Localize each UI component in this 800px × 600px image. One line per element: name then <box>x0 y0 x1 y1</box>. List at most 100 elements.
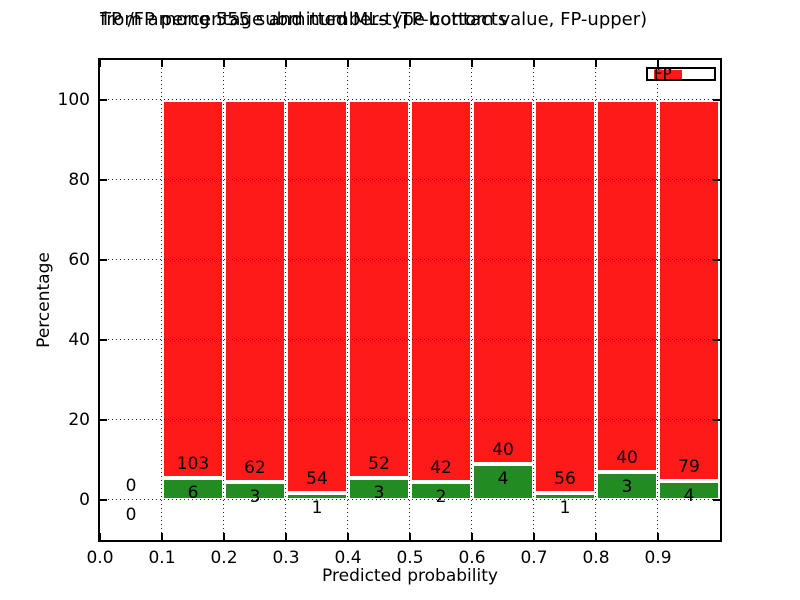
fp-bar <box>348 100 410 479</box>
v-gridline <box>223 60 224 540</box>
fp-count-label: 79 <box>678 456 700 477</box>
v-gridline <box>595 60 596 540</box>
x-tick-top <box>347 60 349 67</box>
tp-count-label: 0 <box>125 505 137 525</box>
fp-bar <box>224 100 286 482</box>
y-tick-left <box>100 419 107 421</box>
tp-count-label: 3 <box>373 483 385 504</box>
y-axis-label: Percentage <box>34 252 54 348</box>
x-tick-label: 0.5 <box>396 548 424 568</box>
x-tick-top <box>99 60 101 67</box>
fp-count-label: 62 <box>244 457 266 478</box>
v-gridline <box>657 60 658 540</box>
fp-count-label: 54 <box>306 468 328 489</box>
y-tick-right <box>713 259 720 261</box>
y-tick-right <box>713 339 720 341</box>
x-tick-top <box>657 60 659 67</box>
tp-count-label: 1 <box>311 497 323 518</box>
tp-count-label: 3 <box>621 477 633 498</box>
x-tick-label: 0.8 <box>582 548 610 568</box>
tp-count-label: 6 <box>187 482 199 503</box>
chart-title-line-2: from among 555 submitted ML-type contact… <box>100 9 508 30</box>
x-tick-top <box>471 60 473 67</box>
v-gridline <box>347 60 348 540</box>
y-tick-label: 60 <box>68 250 90 270</box>
h-gridline <box>100 419 720 420</box>
x-tick-label: 0.7 <box>520 548 548 568</box>
legend: TP FP <box>646 64 716 83</box>
x-tick-top <box>223 60 225 67</box>
fp-count-label: 52 <box>368 454 390 475</box>
x-tick-top <box>595 60 597 67</box>
h-gridline <box>100 499 720 500</box>
h-gridline <box>100 259 720 260</box>
fp-bar <box>286 100 348 493</box>
h-gridline <box>100 99 720 100</box>
tp-count-label: 2 <box>435 486 447 507</box>
fp-bar <box>596 100 658 473</box>
y-tick-left <box>100 339 107 341</box>
x-tick-label: 0.1 <box>148 548 176 568</box>
tp-bar <box>596 472 658 500</box>
x-tick-bottom <box>161 533 163 540</box>
y-tick-right <box>713 419 720 421</box>
y-tick-left <box>100 179 107 181</box>
fp-count-label: 40 <box>492 439 514 460</box>
fp-bar <box>410 100 472 482</box>
fp-bar <box>534 100 596 493</box>
y-tick-label: 100 <box>57 90 90 110</box>
y-tick-label: 0 <box>79 490 90 510</box>
x-tick-label: 0.3 <box>272 548 300 568</box>
y-tick-right <box>713 99 720 101</box>
x-tick-top <box>285 60 287 67</box>
v-gridline <box>409 60 410 540</box>
x-tick-label: 0.9 <box>644 548 672 568</box>
tp-count-label: 4 <box>497 468 509 489</box>
y-tick-left <box>100 99 107 101</box>
y-tick-label: 20 <box>68 410 90 430</box>
y-tick-right <box>713 179 720 181</box>
x-tick-bottom <box>471 533 473 540</box>
v-gridline <box>471 60 472 540</box>
x-tick-top <box>161 60 163 67</box>
fp-legend-swatch-icon <box>654 69 682 79</box>
x-tick-bottom <box>223 533 225 540</box>
h-gridline <box>100 179 720 180</box>
fp-count-label: 40 <box>616 448 638 469</box>
fp-count-label: 56 <box>554 468 576 489</box>
tp-count-label: 3 <box>249 486 261 507</box>
x-tick-bottom <box>99 533 101 540</box>
tp-count-label: 4 <box>683 485 695 506</box>
fp-count-label: 0 <box>125 476 137 496</box>
chart-title-line-1: TP /FP percentage and numbers (TP-bottom… <box>100 9 648 30</box>
h-gridline <box>100 339 720 340</box>
x-tick-bottom <box>533 533 535 540</box>
x-tick-top <box>533 60 535 67</box>
x-tick-label: 0.2 <box>210 548 238 568</box>
x-tick-bottom <box>657 533 659 540</box>
fp-count-label: 42 <box>430 457 452 478</box>
v-gridline <box>533 60 534 540</box>
x-tick-bottom <box>347 533 349 540</box>
x-tick-label: 0.4 <box>334 548 362 568</box>
x-axis-label: Predicted probability <box>322 566 498 586</box>
v-gridline <box>161 60 162 540</box>
x-tick-bottom <box>285 533 287 540</box>
x-tick-top <box>409 60 411 67</box>
fp-bar <box>658 100 720 481</box>
legend-label-fp: FP <box>654 64 672 83</box>
y-tick-right <box>713 499 720 501</box>
x-tick-label: 0.6 <box>458 548 486 568</box>
fp-bar <box>162 100 224 478</box>
tp-bar <box>658 480 720 500</box>
x-tick-label: 0.0 <box>86 548 114 568</box>
v-gridline <box>285 60 286 540</box>
y-tick-label: 40 <box>68 330 90 350</box>
tp-bar <box>472 463 534 500</box>
y-tick-left <box>100 259 107 261</box>
y-tick-label: 80 <box>68 170 90 190</box>
fp-bar <box>472 100 534 464</box>
tp-count-label: 1 <box>559 497 571 518</box>
fp-count-label: 103 <box>176 453 210 474</box>
